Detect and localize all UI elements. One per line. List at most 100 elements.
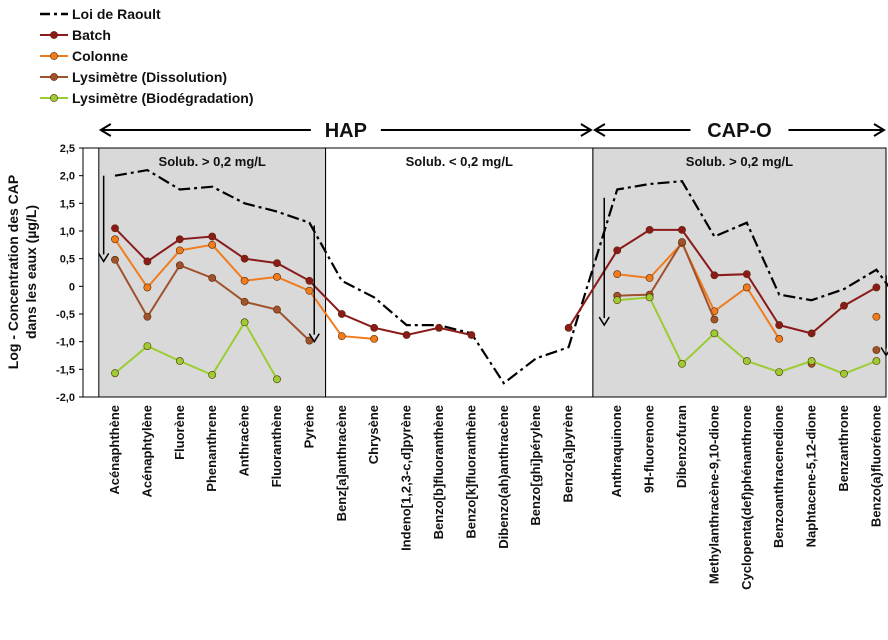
data-point (645, 293, 654, 302)
region-label: Solub. > 0,2 mg/L (686, 154, 793, 169)
legend: Loi de Raoult Batch Colonne Lysimètre (Diss… (40, 6, 254, 106)
series-line-1 (567, 228, 877, 335)
y-tick-label: -2,0 (56, 392, 75, 404)
data-point (175, 235, 184, 244)
group-label: HAP (325, 120, 367, 142)
y-axis: -2,0 -1,5 -1,0 -0,5 0 0,5 1,0 1,5 2,0 2,5 (56, 143, 83, 404)
trend-arrow-head (880, 347, 888, 357)
group-arrow-head (580, 123, 593, 137)
region-0 (98, 147, 327, 398)
legend-label: Lysimètre (Dissolution) (72, 69, 227, 85)
legend-label: Colonne (72, 48, 128, 64)
data-point (305, 276, 314, 285)
x-tick-label: Chrysène (366, 405, 381, 464)
group-arrow-head (592, 123, 606, 137)
x-tick-label: Anthracène (237, 405, 252, 477)
x-tick-label: Benzo[ghi]pérylène (528, 405, 543, 526)
legend-swatch-marker (50, 52, 58, 60)
x-tick-label: Benzo[a]pyrène (561, 405, 576, 503)
x-tick-label: Methylanthracène-9,10-dione (706, 405, 721, 584)
x-tick-label: Naphtacene-5,12-dione (804, 405, 819, 547)
data-point (872, 283, 881, 292)
data-point (678, 225, 686, 234)
data-point (143, 342, 152, 350)
data-point (208, 274, 217, 282)
data-point (143, 257, 152, 266)
x-tick-label: 9H-fluorenone (642, 405, 657, 493)
data-point (337, 332, 346, 341)
data-point (840, 369, 848, 378)
data-point (645, 225, 654, 234)
legend-label: Batch (72, 27, 111, 43)
data-point (370, 334, 379, 343)
x-tick-label: Benzanthrone (836, 405, 851, 492)
y-tick-label: 1,0 (60, 226, 75, 238)
x-axis: Acénaphthène Acénaphtylène Fluorène Phenant… (107, 405, 883, 590)
series-layer (111, 168, 888, 385)
y-tick-label: -1,5 (56, 364, 75, 376)
data-point (143, 283, 152, 292)
series-line-1 (114, 227, 472, 337)
series-line-4 (114, 320, 278, 380)
y-tick-label: -0,5 (56, 309, 75, 321)
series-line-3 (617, 239, 716, 320)
legend-swatch-marker (50, 94, 58, 102)
data-point (273, 259, 281, 267)
x-tick-label: Cyclopenta(def)phénanthrone (739, 405, 754, 590)
y-tick-label: 2,0 (60, 171, 75, 183)
data-point (742, 270, 751, 279)
data-point (402, 331, 411, 339)
x-tick-label: Phenanthrene (204, 405, 219, 492)
data-point (273, 375, 281, 384)
x-tick-label: Benz[a]anthracène (334, 405, 349, 521)
y-axis-label: Log - Concentration des CAP dans les eaux… (5, 175, 39, 369)
y-tick-label: 0 (69, 281, 75, 293)
legend-label: Loi de Raoult (72, 6, 161, 22)
data-point (678, 238, 686, 246)
x-tick-label: Benzo(a)fluorénone (868, 405, 883, 527)
plot-border (82, 147, 887, 398)
data-point (613, 246, 622, 255)
data-point (872, 357, 881, 365)
data-point (305, 286, 314, 295)
trend-arrow-head (598, 316, 610, 327)
y-tick-label: -1,0 (56, 337, 75, 349)
data-point (840, 301, 848, 310)
y-tick-label: 1,5 (60, 198, 75, 210)
trend-arrows (98, 175, 888, 357)
data-point (710, 271, 719, 280)
data-point (807, 329, 816, 338)
data-point (435, 323, 443, 332)
data-point (175, 357, 184, 365)
data-point (564, 323, 573, 332)
data-point (678, 359, 686, 368)
data-point (111, 235, 119, 244)
data-point (807, 357, 816, 365)
y-tick-label: 0,5 (60, 254, 75, 266)
region-1 (325, 147, 594, 398)
data-point (208, 370, 217, 379)
data-point (645, 274, 654, 282)
plot-frame (82, 147, 887, 398)
trend-arrow-head (98, 253, 110, 263)
group-label: CAP-O (707, 120, 771, 142)
region-label: Solub. < 0,2 mg/L (406, 154, 513, 169)
data-point (111, 224, 119, 233)
data-point (742, 357, 751, 365)
data-point (710, 315, 719, 324)
x-tick-label: Dibenzofuran (674, 405, 689, 488)
data-point (775, 334, 784, 343)
legend-swatch-marker (50, 73, 58, 81)
data-point (240, 318, 249, 327)
x-tick-label: Anthraquinone (609, 405, 624, 497)
data-point (370, 323, 379, 332)
data-point (208, 240, 217, 249)
data-point (613, 296, 622, 305)
legend-label: Lysimètre (Biodégradation) (72, 90, 254, 106)
x-tick-label: Fluorène (172, 405, 187, 460)
y-axis-label-line: Log - Concentration des CAP (5, 175, 21, 369)
data-point (111, 369, 119, 378)
data-point (175, 246, 184, 255)
legend-swatch-marker (50, 31, 58, 39)
